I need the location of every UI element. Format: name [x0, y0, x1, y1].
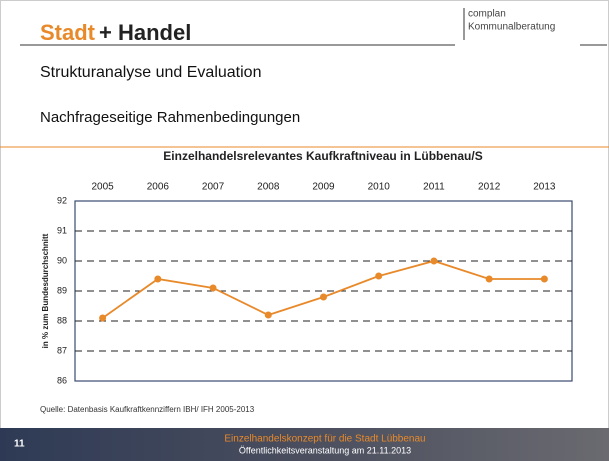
x-tick-label: 2009 — [312, 182, 335, 193]
x-tick-label: 2007 — [202, 182, 225, 193]
data-point — [209, 284, 217, 292]
data-point — [320, 293, 327, 301]
x-tick-label: 2008 — [257, 182, 280, 193]
footer-title: Einzelhandelskonzept für die Stadt Lübbe… — [224, 434, 425, 445]
x-tick-label: 2011 — [423, 182, 445, 193]
x-tick-label: 2006 — [147, 182, 170, 193]
slide-subtitle: Nachfrageseitige Rahmenbedingungen — [40, 109, 300, 126]
chart-title: Einzelhandelsrelevantes Kaufkraftniveau … — [163, 149, 482, 163]
x-tick-label: 2012 — [478, 182, 501, 193]
slide-title: Strukturanalyse und Evaluation — [40, 64, 261, 81]
logo-part: + Handel — [99, 20, 191, 45]
x-tick-label: 2013 — [533, 182, 556, 193]
x-tick-label: 2010 — [368, 182, 391, 193]
x-tick-label: 2005 — [91, 182, 114, 193]
company-name: complan — [468, 9, 506, 20]
y-tick-label: 87 — [57, 345, 67, 355]
data-point — [264, 311, 272, 319]
y-axis-label: in % zum Bundesdurchschnitt — [41, 233, 50, 348]
y-tick-label: 92 — [57, 195, 67, 205]
logo: Stadt + Handel — [40, 20, 191, 45]
data-point — [540, 275, 548, 283]
data-point — [485, 275, 493, 283]
data-point — [99, 314, 107, 322]
data-point — [430, 257, 438, 265]
footer-subtitle: Öffentlichkeitsveranstaltung am 21.11.20… — [239, 445, 411, 455]
company-name: Kommunalberatung — [468, 22, 555, 33]
y-tick-label: 86 — [57, 375, 67, 385]
logo-part: Stadt — [40, 20, 96, 45]
footer-bar — [0, 428, 609, 461]
data-point — [375, 272, 383, 280]
page-number: 11 — [14, 439, 25, 450]
y-tick-label: 91 — [57, 225, 67, 235]
y-tick-label: 88 — [57, 315, 67, 325]
source: Quelle: Datenbasis Kaufkraftkennziffern … — [40, 405, 255, 414]
y-tick-label: 89 — [57, 285, 67, 295]
data-point — [154, 275, 162, 283]
y-tick-label: 90 — [57, 255, 67, 265]
